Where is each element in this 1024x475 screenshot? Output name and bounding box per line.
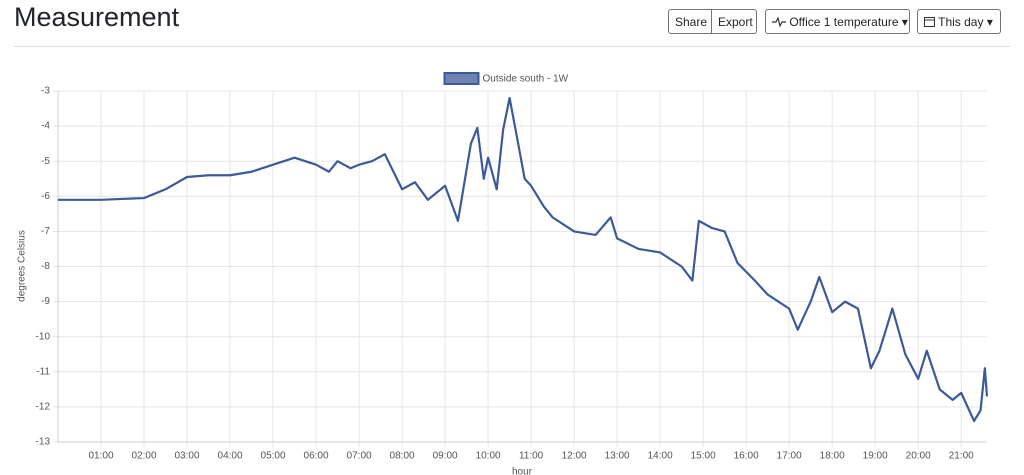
x-tick-label: 06:00 [304, 451, 329, 462]
chart: degrees Celsius hour -13 -12 -11 -10 -9 -8 -7 -… [17, 72, 989, 475]
y-tick-label: -9 [41, 296, 50, 307]
calendar-icon [924, 17, 935, 27]
x-tick-label: 21:00 [949, 451, 974, 462]
sensor-label: Office 1 temperature [789, 15, 899, 29]
x-tick-label: 11:00 [519, 451, 544, 462]
y-tick-label: -6 [41, 191, 50, 202]
legend-swatch [443, 72, 480, 85]
x-tick-label: 04:00 [218, 451, 243, 462]
x-tick-label: 07:00 [347, 451, 372, 462]
divider [14, 46, 1010, 47]
share-button[interactable]: Share [668, 9, 712, 34]
legend-label: Outside south - 1W [483, 74, 569, 85]
x-tick-label: 16:00 [734, 451, 759, 462]
x-tick-label: 14:00 [648, 451, 673, 462]
y-tick-label: -12 [36, 402, 51, 413]
caret: ▾ [901, 15, 908, 29]
x-tick-label: 19:00 [863, 451, 888, 462]
page-title: Measurement [14, 2, 180, 32]
y-tick-label: -5 [41, 156, 50, 167]
x-tick-label: 15:00 [691, 451, 716, 462]
y-tick-label: -7 [41, 226, 50, 237]
export-button[interactable]: Export [711, 9, 757, 34]
data-line [58, 96, 989, 423]
x-tick-label: 01:00 [88, 451, 113, 462]
x-tick-label: 02:00 [132, 451, 157, 462]
x-tick-label: 13:00 [605, 451, 630, 462]
x-tick-label: 12:00 [562, 451, 587, 462]
sensor-dropdown[interactable]: Office 1 temperature ▾ [765, 9, 910, 34]
period-dropdown[interactable]: This day ▾ [917, 9, 1001, 34]
y-tick-label: -10 [36, 331, 51, 342]
x-axis-label: hour [512, 467, 533, 475]
y-tick-label: -4 [41, 121, 50, 132]
x-tick-label: 05:00 [261, 451, 286, 462]
y-axis-label: degrees Celsius [17, 230, 28, 302]
x-tick-label: 20:00 [906, 451, 931, 462]
y-tick-label: -8 [41, 261, 50, 272]
caret: ▾ [986, 15, 993, 29]
x-tick-label: 18:00 [820, 451, 845, 462]
y-tick-label: -3 [41, 86, 50, 97]
y-tick-label: -13 [36, 437, 51, 448]
x-tick-label: 08:00 [390, 451, 415, 462]
x-tick-label: 17:00 [777, 451, 802, 462]
x-tick-label: 09:00 [433, 451, 458, 462]
y-tick-label: -11 [36, 366, 50, 377]
x-tick-label: 03:00 [175, 451, 200, 462]
pulse-icon [772, 16, 786, 28]
x-tick-label: 10:00 [476, 451, 501, 462]
period-label: This day [938, 15, 984, 29]
